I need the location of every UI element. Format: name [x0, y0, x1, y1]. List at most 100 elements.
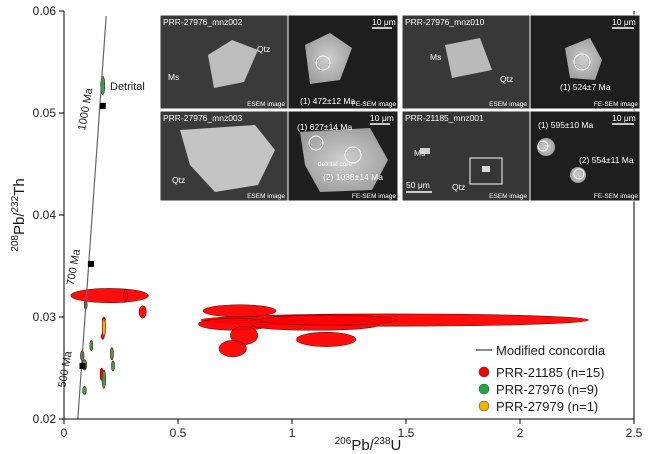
inset-scale: 10 μm: [612, 17, 636, 27]
spot-circle: [315, 55, 331, 71]
inset-mnz002: PRR-27976_mnz002 Ms Qtz (1) 472±12 Ma ES…: [159, 14, 399, 110]
ellipse-series-2: [102, 317, 106, 337]
y-tick-label: 0.02: [33, 412, 57, 426]
grain-fesem-1: [537, 138, 555, 156]
ellipse-series-0: [123, 289, 128, 302]
y-axis-title-mid: Pb/: [11, 212, 28, 235]
age-marker: [79, 362, 86, 369]
detrital-label: Detrital: [110, 81, 145, 93]
inset-spot-1: (1) 627±14 Ma: [297, 122, 352, 132]
x-ticks: 0 0.5 1 1.5 2 2.5: [61, 419, 643, 440]
inset-mnz001: PRR-21185_mnz001 Ms Qtz (1) 595±10 Ma (2…: [401, 110, 641, 202]
y-ticks: 0.02 0.03 0.04 0.05 0.06: [33, 4, 64, 426]
x-tick-label: 1: [289, 426, 296, 440]
inset-mnz003: PRR-27976_mnz003 Qtz detrital core (1) 6…: [159, 110, 399, 202]
ellipse-series-0: [202, 304, 277, 318]
axes: 0 0.5 1 1.5 2 2.5 0.02 0.03 0.04 0.05 0.06: [33, 4, 643, 440]
inset-right-tag: FE-SEM image: [352, 193, 396, 200]
ellipse-series-1: [82, 386, 87, 395]
age-label: 700 Ma: [65, 247, 83, 286]
inset-spot-1: (1) 472±12 Ma: [300, 96, 355, 106]
grain-esem: [445, 38, 492, 78]
x-tick-label: 1.5: [398, 426, 415, 440]
legend-series: PRR-21185 (n=15) PRR-27976 (n=9) PRR-27979…: [478, 365, 605, 414]
inset-mnz010: PRR-27976_mnz010 Ms Qtz (1) 524±7 Ma ESE…: [401, 14, 641, 110]
ellipse-series-0: [218, 340, 247, 358]
inset-right-tag: FE-SEM image: [594, 101, 638, 108]
inset-label-qtz: Qtz: [452, 182, 465, 192]
legend-label: PRR-21185 (n=15): [496, 365, 605, 380]
inset-spot-1: (1) 595±10 Ma: [538, 120, 593, 130]
inset-label-core: detrital core: [318, 161, 352, 168]
data-ellipses: [70, 75, 589, 395]
spot-circle-2: [573, 168, 585, 180]
y-axis-title-sup: 232: [10, 195, 21, 212]
x-axis-title-mid: Pb/: [351, 437, 374, 454]
inset-spot-2: (2) 554±11 Ma: [579, 155, 634, 165]
inset-scale: 10 μm: [370, 113, 394, 123]
y-axis-title-end: Th: [11, 178, 28, 196]
age-marker: [87, 260, 94, 267]
spot-circle: [573, 53, 591, 71]
x-axis-title-end: U: [391, 437, 402, 454]
ellipse-series-1: [110, 347, 114, 361]
ellipse-series-0: [259, 314, 398, 326]
spot-circle-2: [344, 146, 362, 164]
legend-swatch: [478, 366, 490, 378]
y-tick-label: 0.06: [33, 4, 57, 18]
ellipse-series-0: [138, 305, 147, 319]
x-axis-title-sup: 238: [374, 436, 391, 447]
inset-right-tag: FE-SEM image: [594, 193, 638, 200]
sem-insets: PRR-27976_mnz002 Ms Qtz (1) 472±12 Ma ES…: [159, 14, 641, 202]
spot-circle-1: [537, 140, 549, 152]
x-axis-title-pre: 206: [335, 436, 352, 447]
inset-title: PRR-27976_mnz010: [405, 17, 485, 27]
inset-scale: 10 μm: [372, 17, 396, 27]
inset-scale: 10 μm: [612, 113, 636, 123]
inset-label-qtz: Qtz: [500, 74, 513, 84]
ellipse-series-0: [296, 331, 357, 347]
inset-label-qtz: Qtz: [172, 175, 185, 185]
inset-right-tag: FE-SEM image: [352, 101, 396, 108]
legend-swatch: [478, 383, 490, 395]
grain-fesem-2: [570, 167, 586, 183]
inset-label-qtz: Qtz: [257, 44, 270, 54]
inset-label-ms: Ms: [168, 72, 179, 82]
spot-circle-1: [308, 135, 324, 151]
grain-esem: [180, 125, 275, 192]
grain-esem: [208, 40, 258, 88]
inset-spot-1: (1) 524±7 Ma: [560, 82, 611, 92]
legend-concordia-label: Modified concordia: [496, 343, 606, 358]
concordia-line: [77, 16, 107, 419]
ellipse-series-0: [70, 288, 149, 304]
inset-left-tag: ESEM image: [489, 101, 527, 108]
grain-fesem: [565, 38, 602, 80]
y-axis-title-pre: 208: [10, 235, 21, 252]
plot-area: [70, 16, 589, 419]
inset-left-tag: ESEM image: [247, 101, 285, 108]
x-tick-label: 2: [517, 426, 524, 440]
inset-left-tag: ESEM image: [489, 193, 527, 200]
x-axis-title: 206Pb/238U: [335, 436, 402, 454]
age-label: 1000 Ma: [76, 86, 95, 131]
inset-title: PRR-27976_mnz003: [163, 113, 243, 123]
inset-scale-left: 50 μm: [406, 180, 430, 190]
legend-label: PRR-27979 (n=1): [496, 399, 598, 414]
y-tick-label: 0.04: [33, 208, 57, 222]
age-marker: [99, 102, 106, 109]
x-tick-label: 2.5: [626, 426, 643, 440]
y-axis-title: 208Pb/232Th: [10, 178, 28, 251]
inset-title: PRR-27976_mnz002: [163, 17, 243, 27]
age-markers: [79, 102, 106, 369]
inset-spot-2: (2) 1038±14 Ma: [323, 172, 383, 182]
ellipse-series-1: [111, 360, 115, 372]
x-tick-label: 0: [61, 426, 68, 440]
x-tick-label: 0.5: [170, 426, 187, 440]
grain-fesem: [300, 128, 388, 192]
inset-label-ms: Ms: [414, 148, 425, 158]
age-label: 500 Ma: [56, 349, 74, 388]
legend: Modified concordia PRR-21185 (n=15)PRR-2…: [476, 343, 606, 414]
legend-label: PRR-27976 (n=9): [496, 382, 598, 397]
ellipse-series-1: [89, 340, 94, 351]
